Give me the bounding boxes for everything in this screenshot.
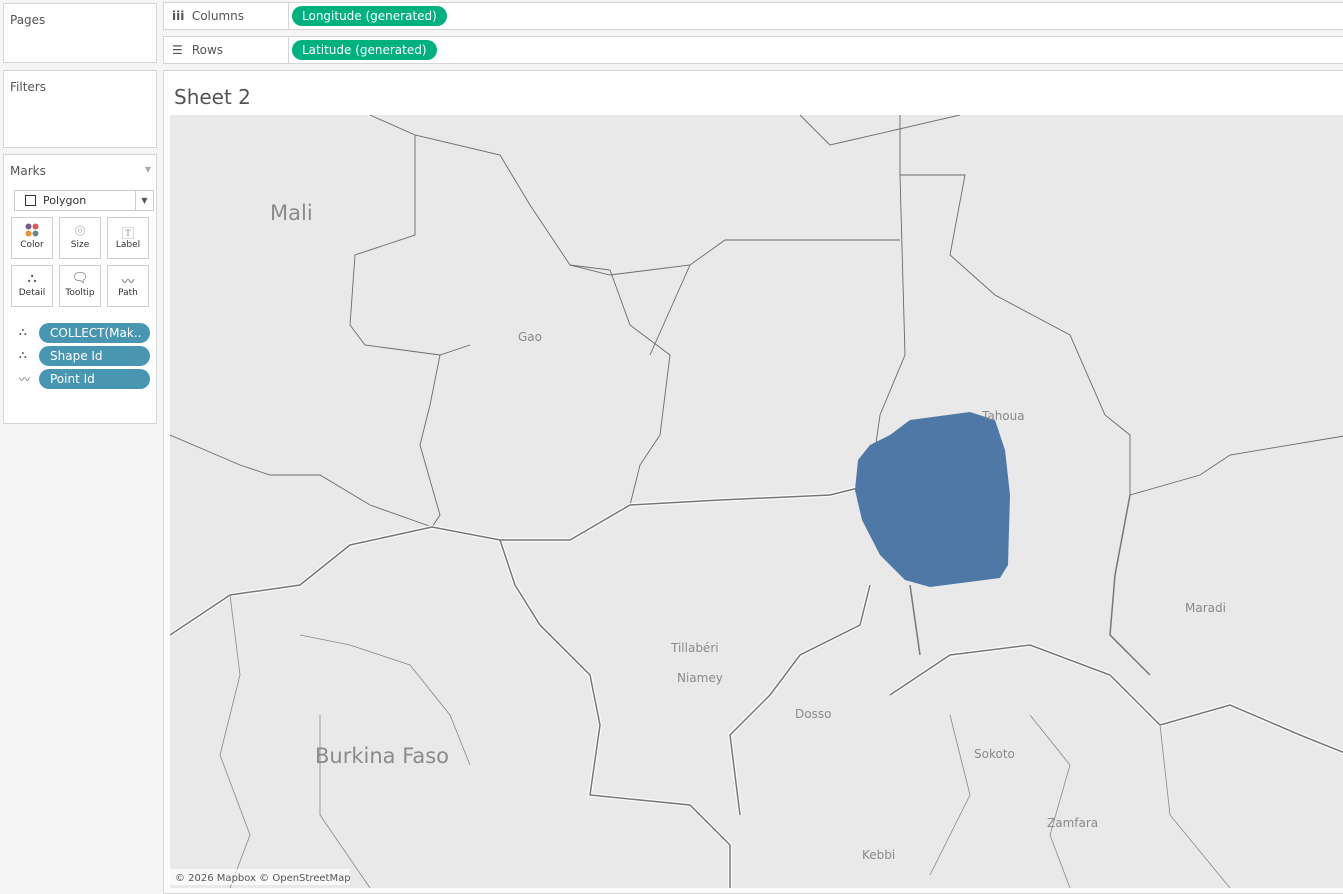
sheet-view: Sheet 2	[163, 70, 1343, 894]
label-dosso: Dosso	[795, 707, 831, 721]
label-burkina-faso: Burkina Faso	[315, 744, 449, 768]
attribution-bg	[170, 869, 350, 885]
detail-button[interactable]: ⛬ Detail	[11, 265, 53, 307]
columns-text: Columns	[191, 9, 245, 23]
path-line-icon: 〰	[121, 275, 135, 290]
detail-hierarchy-icon: ⛬	[19, 348, 27, 361]
label-kebbi: Kebbi	[862, 848, 895, 862]
map-attribution[interactable]: © 2026 Mapbox © OpenStreetMap	[175, 873, 351, 884]
mark-type-dropdown[interactable]: Polygon ▼	[14, 190, 154, 211]
size-circles-icon: ◎	[74, 223, 86, 238]
polygon-icon	[25, 195, 36, 206]
detail-hierarchy-icon: ⛬	[27, 271, 37, 286]
field-pill-point-id[interactable]: Point Id	[39, 369, 150, 389]
rows-icon: ☰	[172, 43, 183, 57]
path-button[interactable]: 〰 Path	[107, 265, 149, 307]
polygon-mark[interactable]	[855, 412, 1010, 587]
lower-admin-borders	[219, 594, 1231, 888]
pages-title: Pages	[10, 13, 46, 27]
label-button[interactable]: 🅃 Label	[107, 217, 149, 259]
admin-borders	[170, 115, 1343, 528]
filters-panel[interactable]: Filters	[3, 70, 157, 148]
sheet-title: Sheet 2	[174, 85, 251, 109]
rows-text: Rows	[191, 43, 224, 57]
color-dots-icon	[12, 218, 52, 240]
rows-label: ☰ Rows	[164, 37, 289, 63]
label-tillaberi: Tillabéri	[670, 641, 719, 655]
map-background	[170, 115, 1343, 888]
label-label: Label	[115, 240, 141, 250]
path-label: Path	[118, 288, 138, 298]
marks-panel: Marks ▼ Polygon ▼ Color ◎ Size 🅃 Label ⛬ De…	[3, 154, 157, 424]
label-tahoua: Tahoua	[981, 409, 1025, 423]
marks-menu-icon[interactable]: ▼	[144, 165, 151, 174]
size-label: Size	[70, 240, 90, 250]
path-line-icon: 〰	[19, 373, 30, 386]
columns-label: iii Columns	[164, 3, 289, 29]
country-borders	[170, 484, 1343, 888]
field-pill-collect[interactable]: COLLECT(Mak..	[39, 323, 150, 343]
map-labels: Mali Burkina Faso Gao Tahoua Maradi Till…	[270, 201, 1226, 862]
detail-hierarchy-icon: ⛬	[19, 325, 27, 338]
size-button[interactable]: ◎ Size	[59, 217, 101, 259]
mark-type-value: Polygon	[43, 194, 87, 207]
longitude-pill[interactable]: Longitude (generated)	[292, 6, 447, 26]
field-pill-shape-id[interactable]: Shape Id	[39, 346, 150, 366]
columns-shelf[interactable]: iii Columns Longitude (generated)	[163, 2, 1343, 30]
pages-panel: Pages	[3, 3, 157, 63]
detail-label: Detail	[18, 288, 46, 298]
label-maradi: Maradi	[1185, 601, 1226, 615]
label-zamfara: Zamfara	[1047, 816, 1098, 830]
map[interactable]: Mali Burkina Faso Gao Tahoua Maradi Till…	[170, 115, 1343, 888]
label-niamey: Niamey	[677, 671, 723, 685]
label-sokoto: Sokoto	[974, 747, 1015, 761]
label-t-icon: 🅃	[121, 227, 135, 242]
tooltip-button[interactable]: 🗨 Tooltip	[59, 265, 101, 307]
label-gao: Gao	[518, 330, 542, 344]
color-button[interactable]: Color	[11, 217, 53, 259]
filters-title: Filters	[10, 80, 46, 94]
marks-title: Marks	[10, 164, 46, 178]
tooltip-bubble-icon: 🗨	[71, 271, 89, 286]
rows-shelf[interactable]: ☰ Rows Latitude (generated)	[163, 36, 1343, 64]
color-label: Color	[20, 240, 44, 250]
columns-icon: iii	[172, 9, 185, 23]
label-mali: Mali	[270, 201, 313, 225]
latitude-pill[interactable]: Latitude (generated)	[292, 40, 437, 60]
tooltip-label: Tooltip	[65, 288, 95, 298]
chevron-down-icon[interactable]: ▼	[135, 191, 153, 210]
